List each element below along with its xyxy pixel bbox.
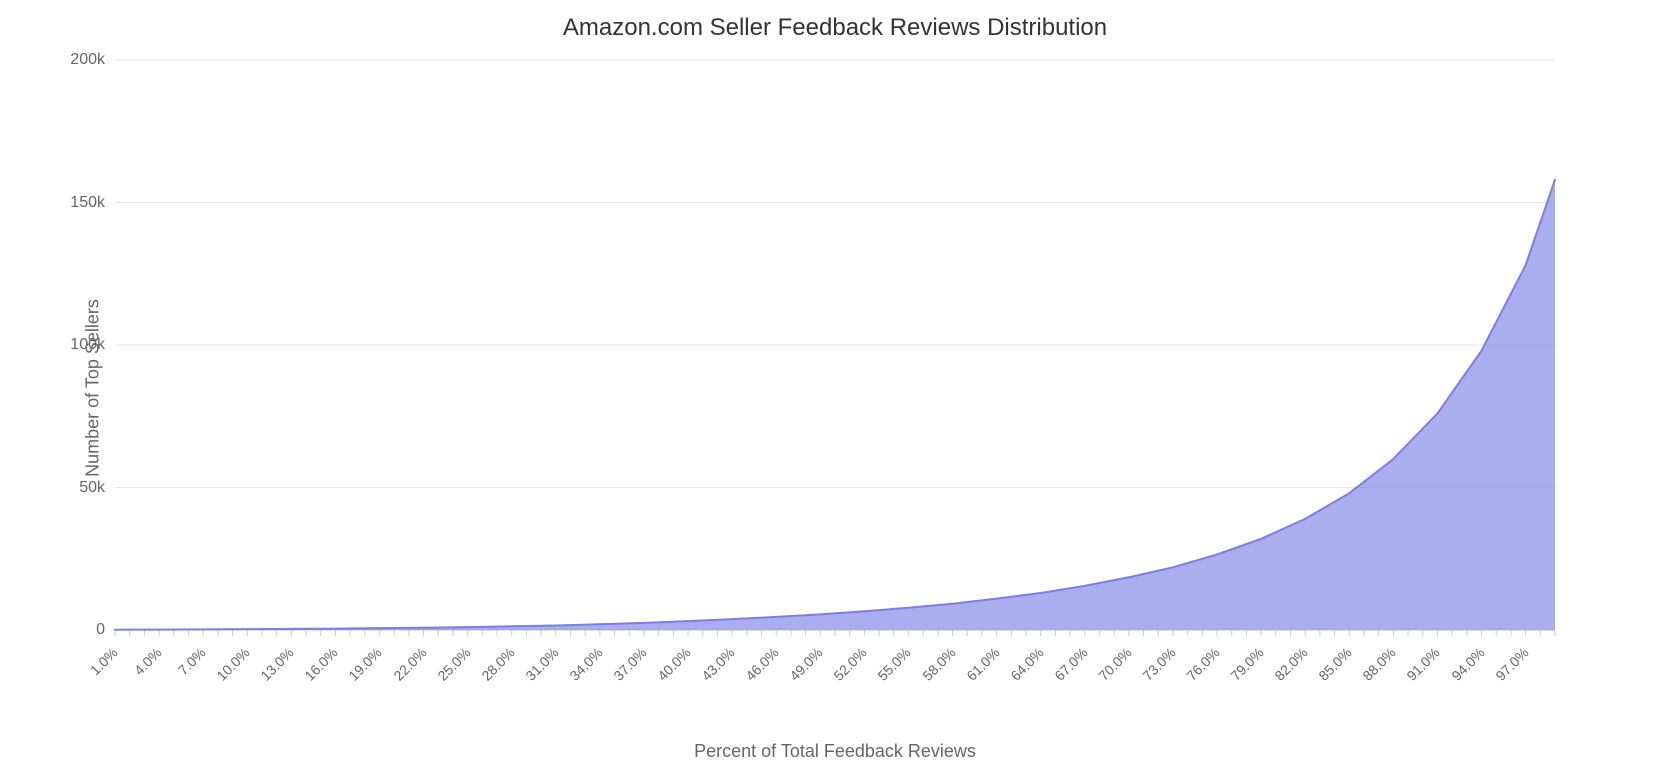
- x-tick-label: 70.0%: [1081, 644, 1135, 698]
- x-tick-label: 25.0%: [420, 644, 474, 698]
- x-tick-label: 43.0%: [684, 644, 738, 698]
- y-tick-label: 50k: [79, 479, 105, 497]
- x-tick-label: 46.0%: [728, 644, 782, 698]
- area-series: [115, 180, 1555, 630]
- x-tick-label: 13.0%: [243, 644, 297, 698]
- x-tick-label: 79.0%: [1213, 644, 1267, 698]
- x-tick-label: 16.0%: [287, 644, 341, 698]
- y-tick-label: 100k: [70, 336, 105, 354]
- x-axis-label: Percent of Total Feedback Reviews: [0, 741, 1670, 762]
- y-tick-label: 0: [96, 621, 105, 639]
- chart-container: Amazon.com Seller Feedback Reviews Distr…: [0, 0, 1670, 776]
- x-tick-label: 67.0%: [1037, 644, 1091, 698]
- x-tick-label: 76.0%: [1169, 644, 1223, 698]
- x-tick-label: 85.0%: [1301, 644, 1355, 698]
- x-tick-label: 22.0%: [375, 644, 429, 698]
- x-tick-label: 61.0%: [949, 644, 1003, 698]
- plot-area: [115, 60, 1555, 630]
- y-tick-label: 200k: [70, 51, 105, 69]
- x-tick-label: 10.0%: [199, 644, 253, 698]
- x-tick-label: 1.0%: [67, 644, 121, 698]
- x-tick-label: 73.0%: [1125, 644, 1179, 698]
- x-tick-label: 40.0%: [640, 644, 694, 698]
- y-axis-label: Number of Top Sellers: [82, 299, 103, 477]
- x-tick-label: 94.0%: [1433, 644, 1487, 698]
- x-tick-label: 49.0%: [772, 644, 826, 698]
- x-tick-label: 82.0%: [1257, 644, 1311, 698]
- x-tick-label: 97.0%: [1478, 644, 1532, 698]
- x-tick-label: 34.0%: [552, 644, 606, 698]
- x-tick-label: 88.0%: [1345, 644, 1399, 698]
- chart-svg: [115, 60, 1555, 630]
- x-tick-label: 4.0%: [111, 644, 165, 698]
- x-tick-label: 91.0%: [1389, 644, 1443, 698]
- x-tick-label: 55.0%: [860, 644, 914, 698]
- x-tick-label: 7.0%: [155, 644, 209, 698]
- x-tick-label: 28.0%: [464, 644, 518, 698]
- x-tick-label: 37.0%: [596, 644, 650, 698]
- x-tick-label: 19.0%: [331, 644, 385, 698]
- x-tick-label: 64.0%: [993, 644, 1047, 698]
- x-tick-label: 31.0%: [508, 644, 562, 698]
- x-tick-label: 58.0%: [904, 644, 958, 698]
- x-tick-label: 52.0%: [816, 644, 870, 698]
- chart-title: Amazon.com Seller Feedback Reviews Distr…: [0, 14, 1670, 42]
- y-tick-label: 150k: [70, 194, 105, 212]
